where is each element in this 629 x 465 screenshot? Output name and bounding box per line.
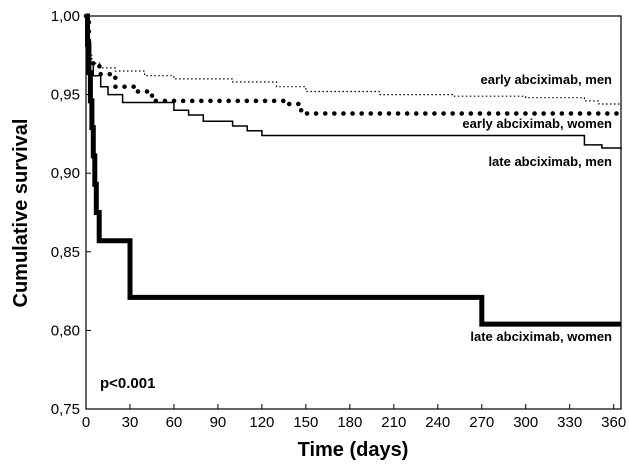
series-line-2: [86, 15, 622, 150]
x-axis-title: Time (days): [298, 439, 409, 461]
x-tick-label: 240: [425, 414, 450, 431]
y-tick-label: 0,75: [51, 401, 80, 418]
series-label-late-women: late abciximab, women: [470, 329, 612, 344]
series-label-late-men: late abciximab, men: [488, 154, 612, 169]
series-layer: [83, 13, 624, 327]
x-axis-ticks: [85, 404, 615, 409]
y-axis-ticks: [86, 15, 91, 410]
plot-frame: [85, 15, 622, 410]
plot-area: 0 30 60 90 120 150 180 210 240 270 300 330 360 0,750…: [51, 8, 626, 431]
x-tick-label: 120: [249, 414, 274, 431]
x-tick-label: 0: [82, 414, 90, 431]
x-tick-label: 30: [122, 414, 139, 431]
series-line-0: [86, 15, 622, 108]
series-line-1: [83, 13, 624, 116]
x-axis-tick-labels: 0 30 60 90 120 150 180 210 240 270 300 330 360: [82, 414, 626, 431]
series-label-early-men: early abciximab, men: [480, 72, 612, 87]
y-tick-label: 0,80: [51, 322, 80, 339]
x-tick-label: 210: [381, 414, 406, 431]
x-tick-label: 270: [469, 414, 494, 431]
y-tick-label: 1,00: [51, 8, 80, 25]
y-tick-label: 0,95: [51, 87, 80, 104]
x-tick-label: 60: [166, 414, 183, 431]
x-tick-label: 90: [210, 414, 227, 431]
y-axis-title: Cumulative survival: [10, 119, 32, 308]
x-tick-label: 150: [293, 414, 318, 431]
x-tick-label: 360: [601, 414, 626, 431]
series-line-3: [85, 13, 621, 327]
x-tick-label: 180: [337, 414, 362, 431]
y-tick-label: 0,90: [51, 165, 80, 182]
p-value-annotation: p<0.001: [100, 375, 155, 392]
y-axis-tick-labels: 0,75 0,80 0,85 0,90 0,95 1,00: [51, 8, 80, 418]
x-tick-label: 330: [557, 414, 582, 431]
y-tick-label: 0,85: [51, 244, 80, 261]
series-label-early-women: early abciximab, women: [462, 116, 612, 131]
x-tick-label: 300: [513, 414, 538, 431]
